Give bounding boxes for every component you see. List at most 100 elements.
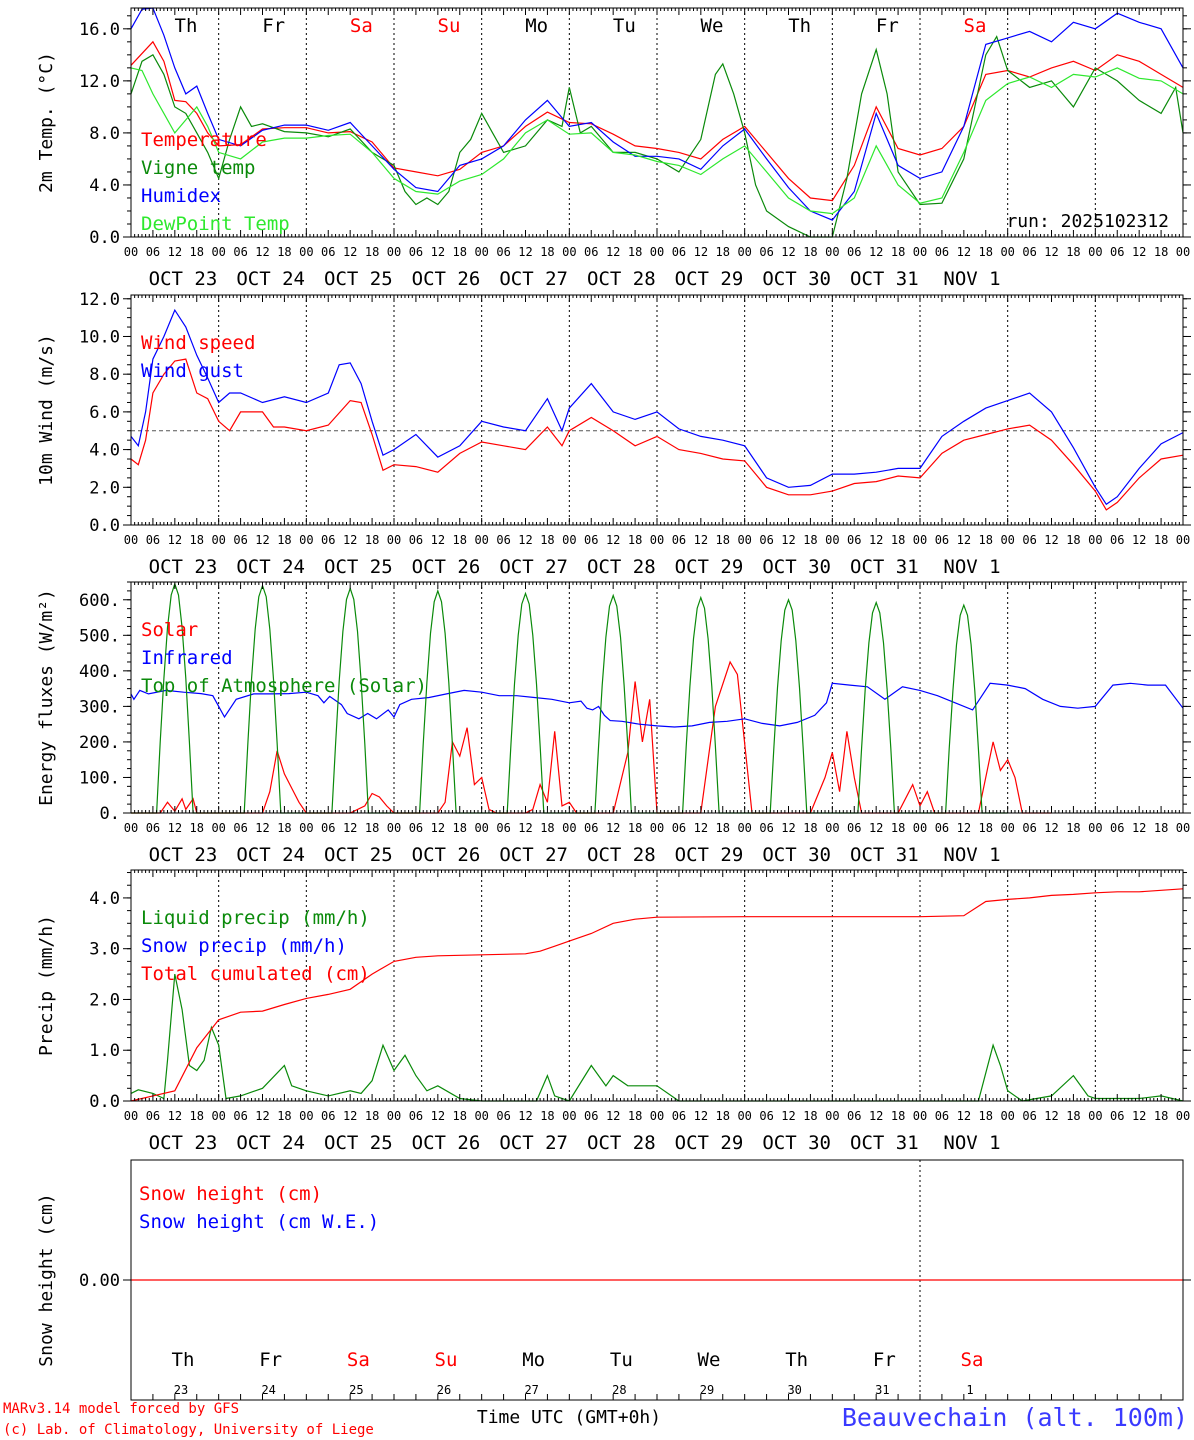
y-tick-label: 1.0 (89, 1041, 120, 1061)
hour-tick-label: 18 (1066, 821, 1080, 835)
day-name: Th (175, 15, 198, 37)
day-name: We (698, 1349, 721, 1371)
day-name: Sa (347, 1349, 370, 1371)
date-label: OCT 24 (236, 844, 305, 866)
day-name: Sa (961, 1349, 984, 1371)
hour-tick-label: 00 (124, 1109, 138, 1123)
hour-tick-label: 12 (694, 533, 708, 547)
hour-tick-label: 00 (124, 245, 138, 259)
series-line-temperature (130, 40, 1184, 202)
hour-tick-label: 06 (672, 1109, 686, 1123)
hour-tick-label: 00 (737, 245, 751, 259)
legend-entry: Wind speed (141, 332, 255, 354)
day-number: 1 (966, 1383, 973, 1397)
hour-tick-label: 00 (562, 1109, 576, 1123)
hour-tick-label: 06 (935, 1109, 949, 1123)
y-tick-label: 0.0 (89, 516, 120, 536)
hour-tick-label: 12 (1044, 1109, 1058, 1123)
hour-tick-label: 18 (540, 245, 554, 259)
hour-tick-label: 06 (584, 1109, 598, 1123)
hour-tick-label: 06 (496, 1109, 510, 1123)
hour-tick-label: 06 (1022, 821, 1036, 835)
day-name: Fr (873, 1349, 896, 1371)
hour-tick-label: 18 (979, 533, 993, 547)
hour-tick-label: 06 (321, 533, 335, 547)
hour-tick-label: 00 (1088, 245, 1102, 259)
hour-tick-label: 00 (474, 245, 488, 259)
hour-tick-label: 06 (321, 821, 335, 835)
hour-tick-label: 06 (233, 821, 247, 835)
hour-tick-label: 00 (825, 245, 839, 259)
hour-tick-label: 00 (299, 821, 313, 835)
hour-tick-label: 00 (825, 821, 839, 835)
hour-tick-label: 18 (1154, 245, 1168, 259)
hour-tick-label: 00 (211, 245, 225, 259)
hour-tick-label: 18 (628, 1109, 642, 1123)
day-name: Tu (613, 15, 636, 37)
date-label: OCT 29 (675, 844, 744, 866)
hour-tick-label: 12 (1132, 821, 1146, 835)
hour-tick-label: 06 (847, 533, 861, 547)
station-name: Beauvechain (alt. 100m) (842, 1403, 1188, 1432)
day-name: Fr (259, 1349, 282, 1371)
legend-entry: Total cumulated (cm) (141, 963, 370, 985)
date-label: OCT 27 (499, 844, 568, 866)
legend-entry: Solar (141, 619, 198, 641)
date-label: OCT 29 (675, 1132, 744, 1154)
time-axis-label: Time UTC (GMT+0h) (477, 1407, 661, 1428)
date-label: OCT 26 (412, 556, 481, 578)
date-label: OCT 23 (149, 1132, 218, 1154)
hour-tick-label: 00 (1088, 821, 1102, 835)
hour-tick-label: 00 (387, 1109, 401, 1123)
hour-tick-label: 12 (1044, 245, 1058, 259)
hour-tick-label: 00 (124, 533, 138, 547)
hour-tick-label: 06 (759, 1109, 773, 1123)
y-tick-label: 2.0 (89, 990, 120, 1010)
day-name: Mo (525, 15, 548, 37)
series-line-liquid-precip-mm-h- (130, 973, 1184, 1102)
hour-tick-label: 18 (803, 533, 817, 547)
hour-tick-label: 00 (562, 533, 576, 547)
date-label: OCT 31 (850, 556, 919, 578)
day-name: Sa (964, 15, 987, 37)
hour-tick-label: 12 (431, 1109, 445, 1123)
hour-tick-label: 12 (869, 245, 883, 259)
hour-tick-label: 18 (453, 245, 467, 259)
y-tick-label: 400. (79, 662, 120, 682)
hour-tick-label: 18 (1066, 1109, 1080, 1123)
hour-tick-label: 06 (935, 245, 949, 259)
y-tick-label: 16.0 (79, 20, 120, 40)
y-tick-label: 4.0 (89, 441, 120, 461)
y-tick-label: 300. (79, 697, 120, 717)
legend-entry: Liquid precip (mm/h) (141, 907, 370, 929)
hour-tick-label: 00 (562, 245, 576, 259)
hour-tick-label: 06 (321, 1109, 335, 1123)
hour-tick-label: 06 (409, 1109, 423, 1123)
day-number: 29 (700, 1383, 714, 1397)
date-label: OCT 24 (236, 556, 305, 578)
hour-tick-label: 00 (474, 1109, 488, 1123)
hour-tick-label: 18 (277, 821, 291, 835)
hour-tick-label: 12 (431, 245, 445, 259)
hour-tick-label: 00 (211, 1109, 225, 1123)
hour-tick-label: 00 (299, 1109, 313, 1123)
hour-tick-label: 12 (1044, 821, 1058, 835)
hour-tick-label: 18 (190, 245, 204, 259)
hour-tick-label: 12 (781, 821, 795, 835)
hour-tick-label: 06 (935, 821, 949, 835)
hour-tick-label: 12 (255, 1109, 269, 1123)
y-tick-label: 2.0 (89, 478, 120, 498)
hour-tick-label: 00 (1000, 245, 1014, 259)
date-label: OCT 25 (324, 556, 393, 578)
hour-tick-label: 12 (869, 821, 883, 835)
hour-tick-label: 18 (891, 533, 905, 547)
hour-tick-label: 18 (716, 245, 730, 259)
hour-tick-label: 00 (1000, 533, 1014, 547)
day-name: Su (438, 15, 461, 37)
hour-tick-label: 00 (1176, 533, 1190, 547)
date-label: OCT 24 (236, 268, 305, 290)
hour-tick-label: 12 (168, 533, 182, 547)
series-line-dewpoint-temp (130, 67, 1184, 215)
date-label: OCT 23 (149, 268, 218, 290)
date-label: OCT 23 (149, 844, 218, 866)
